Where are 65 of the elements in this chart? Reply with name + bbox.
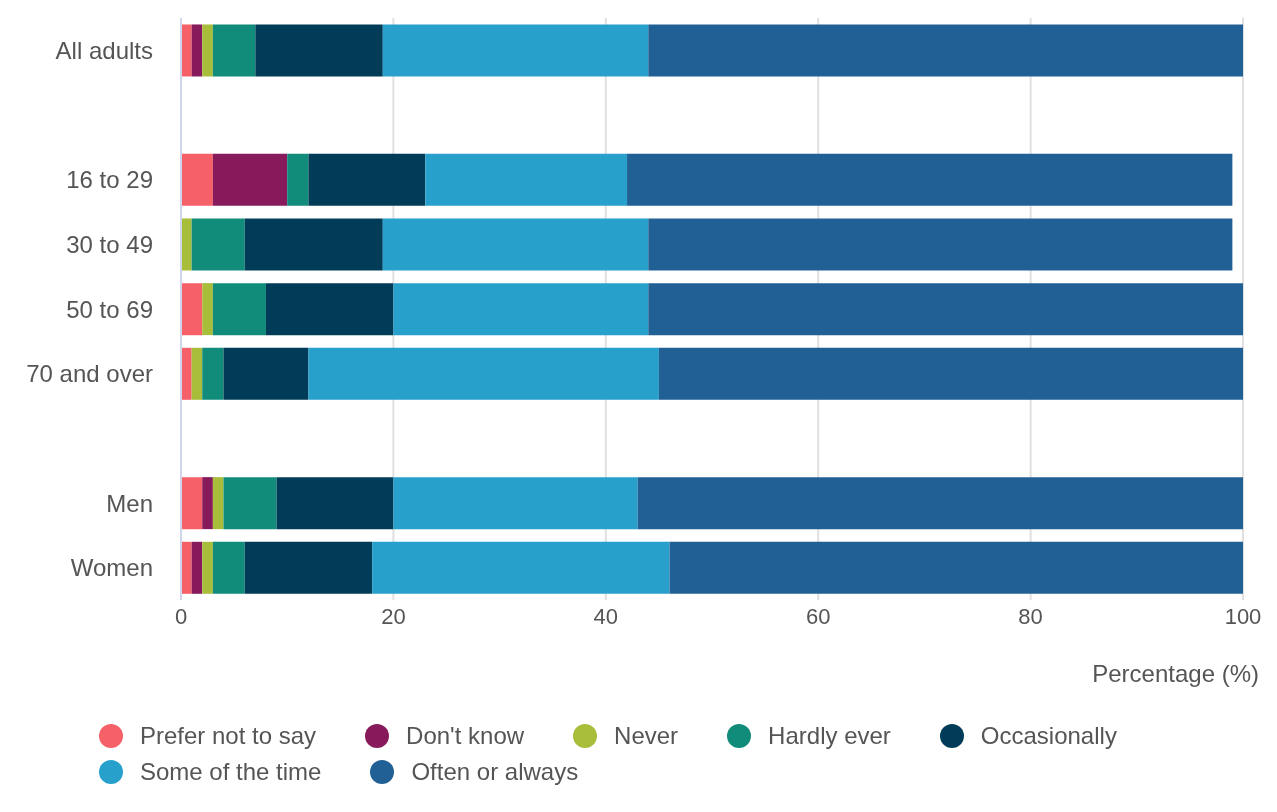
x-tick-label: 100 [1224,603,1262,629]
bar [202,24,213,77]
x-tick-label: 80 [1018,603,1043,629]
bar [425,153,628,206]
bar [637,477,1243,530]
y-tick-label: All adults [55,36,153,64]
bar [181,541,192,594]
bar [181,477,203,530]
bar [648,24,1243,77]
legend-label: Don't know [406,722,525,750]
legend-label: Prefer not to say [140,722,317,750]
bar [212,477,224,530]
x-axis-title: Percentage (%) [1091,660,1260,688]
bar [244,541,373,594]
bar [202,347,224,400]
bar [308,347,659,400]
bar [202,477,213,530]
legend-label: Some of the time [140,758,322,786]
y-tick-label: Women [70,554,153,582]
legend-label: Hardly ever [768,722,891,750]
bar [393,477,638,530]
bar [212,153,288,206]
x-tick-label: 60 [805,603,831,629]
bar [627,153,1233,206]
x-tick-label: 40 [593,603,619,629]
y-tick-label: Men [106,489,153,517]
bar [202,541,213,594]
y-tick-label: 50 to 69 [66,295,153,323]
bar [223,477,277,530]
bar [181,24,192,77]
x-tick-label: 20 [381,603,406,629]
bar [276,477,394,530]
legend-label: Never [614,722,679,750]
legend-label: Occasionally [980,722,1117,750]
legend-label: Often or always [411,758,579,786]
bar [191,218,245,271]
bar [308,153,426,206]
bar [287,153,309,206]
bar [202,283,213,336]
bar [191,541,203,594]
bar [265,283,394,336]
bar [212,283,266,336]
bar [181,153,213,206]
y-tick-label: 30 to 49 [66,230,153,258]
bar [223,347,309,400]
bar [648,218,1233,271]
bar [382,218,649,271]
bar [191,347,203,400]
bar [382,24,649,77]
bar [212,541,245,594]
y-tick-label: 70 and over [26,360,153,388]
bar [255,24,383,77]
bar [181,347,192,400]
bar [181,218,192,271]
bar [181,283,203,336]
bar [669,541,1243,594]
y-tick-label: 16 to 29 [66,166,153,194]
bar [393,283,649,336]
bar [372,541,670,594]
bar [191,24,203,77]
bar [648,283,1243,336]
x-tick-label: 0 [174,603,188,629]
bar [658,347,1243,400]
bar [244,218,383,271]
bar [212,24,256,77]
